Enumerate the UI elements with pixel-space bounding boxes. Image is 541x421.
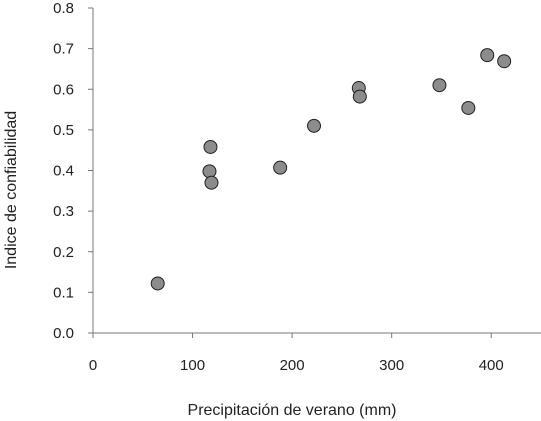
y-tick-label: 0.4 — [53, 163, 74, 180]
y-axis-ticks: 0.0 0.1 0.2 0.3 0.4 0.5 0.6 0.7 0.8 — [53, 0, 93, 342]
x-tick-label: 400 — [479, 357, 504, 374]
data-point — [150, 276, 165, 291]
data-point — [352, 89, 367, 104]
data-point — [203, 139, 218, 154]
data-point — [432, 78, 447, 93]
x-tick-label: 0 — [89, 357, 97, 374]
x-tick-label: 200 — [280, 357, 305, 374]
y-tick-label: 0.3 — [53, 203, 74, 220]
data-point — [204, 175, 219, 190]
y-axis-label: Indice de confiabilidad — [3, 111, 20, 269]
y-tick-label: 0.5 — [53, 122, 74, 139]
data-point — [307, 118, 322, 133]
y-tick-label: 0.0 — [53, 325, 74, 342]
data-points — [150, 48, 512, 291]
y-tick-label: 0.2 — [53, 244, 74, 261]
y-tick-label: 0.7 — [53, 41, 74, 58]
x-tick-label: 100 — [180, 357, 205, 374]
data-point — [461, 100, 476, 115]
y-tick-label: 0.1 — [53, 284, 74, 301]
data-point — [273, 160, 288, 175]
data-point — [480, 48, 495, 63]
y-tick-label: 0.6 — [53, 81, 74, 98]
x-axis-ticks: 0 100 200 300 400 — [89, 333, 504, 374]
data-point — [202, 164, 217, 179]
data-point — [497, 54, 512, 69]
x-tick-label: 300 — [379, 357, 404, 374]
y-tick-label: 0.8 — [53, 0, 74, 17]
x-axis-label: Precipitación de verano (mm) — [188, 402, 397, 419]
